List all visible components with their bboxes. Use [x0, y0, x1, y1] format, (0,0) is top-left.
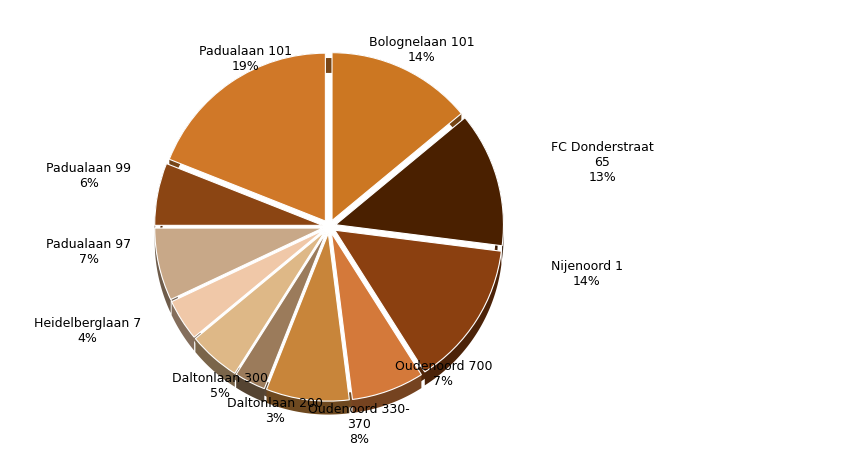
Polygon shape: [195, 339, 235, 387]
Text: Bolognelaan 101
14%: Bolognelaan 101 14%: [369, 36, 474, 64]
Wedge shape: [336, 118, 504, 246]
Polygon shape: [419, 248, 495, 382]
Polygon shape: [267, 389, 349, 415]
Wedge shape: [170, 53, 326, 221]
Polygon shape: [177, 298, 200, 347]
Polygon shape: [170, 53, 326, 172]
Polygon shape: [425, 251, 501, 385]
Polygon shape: [268, 383, 350, 408]
Polygon shape: [239, 368, 268, 396]
Wedge shape: [154, 228, 322, 299]
Text: Padualaan 97
7%: Padualaan 97 7%: [46, 238, 131, 266]
Polygon shape: [200, 334, 239, 382]
Polygon shape: [154, 164, 166, 239]
Text: Daltonlaan 200
3%: Daltonlaan 200 3%: [227, 397, 323, 425]
Text: Nijenoord 1
14%: Nijenoord 1 14%: [551, 259, 623, 288]
Wedge shape: [267, 233, 349, 401]
Wedge shape: [332, 233, 421, 400]
Text: Heidelberglaan 7
4%: Heidelberglaan 7 4%: [34, 317, 141, 345]
Polygon shape: [458, 119, 497, 261]
Polygon shape: [350, 368, 419, 407]
Polygon shape: [171, 302, 194, 351]
Polygon shape: [332, 53, 462, 127]
Polygon shape: [236, 374, 264, 402]
Text: Padualaan 101
19%: Padualaan 101 19%: [198, 45, 292, 73]
Polygon shape: [353, 375, 421, 413]
Polygon shape: [465, 118, 504, 259]
Polygon shape: [161, 165, 173, 240]
Text: FC Donderstraat
65
13%: FC Donderstraat 65 13%: [551, 141, 653, 184]
Polygon shape: [154, 228, 170, 313]
Text: Oudenoord 700
7%: Oudenoord 700 7%: [394, 360, 492, 388]
Wedge shape: [154, 164, 322, 225]
Wedge shape: [236, 233, 326, 389]
Text: Padualaan 99
6%: Padualaan 99 6%: [46, 162, 131, 190]
Text: Oudenoord 330-
370
8%: Oudenoord 330- 370 8%: [309, 403, 410, 446]
Wedge shape: [195, 232, 325, 373]
Wedge shape: [332, 53, 462, 220]
Polygon shape: [173, 59, 329, 178]
Polygon shape: [161, 227, 177, 312]
Wedge shape: [335, 230, 501, 372]
Text: Daltonlaan 300
5%: Daltonlaan 300 5%: [172, 372, 268, 400]
Polygon shape: [329, 59, 458, 133]
Wedge shape: [171, 230, 323, 337]
